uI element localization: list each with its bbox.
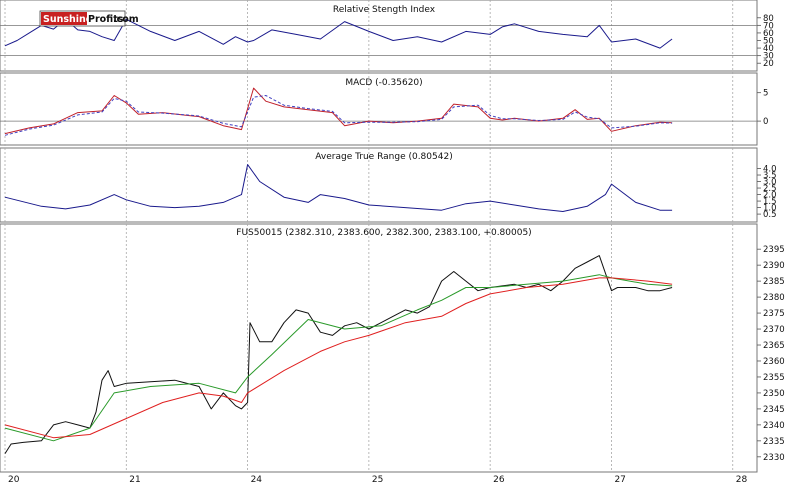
x-tick-label: 21: [129, 475, 140, 485]
price-series-1: [4, 274, 673, 442]
price-y-tick-label: 2390: [763, 261, 785, 271]
x-tick-label: 20: [8, 475, 20, 485]
price-y-tick-label: 2340: [763, 421, 785, 431]
x-tick-label: 27: [614, 475, 625, 485]
price-y-tick-label: 2350: [763, 389, 785, 399]
logo-text-suffix: .com: [113, 14, 139, 25]
price-y-tick-label: 2380: [763, 293, 785, 303]
price-panel-frame: [0, 223, 758, 473]
atr-y-tick-label: 2.5: [763, 184, 777, 194]
atr-y-tick-label: 1.0: [763, 204, 777, 214]
macd-series-1: [4, 95, 673, 136]
rsi-y-tick-label: 40: [763, 44, 774, 54]
x-tick-label: 28: [736, 475, 748, 485]
price-y-tick-label: 2345: [763, 405, 785, 415]
rsi-title: Relative Stength Index: [333, 5, 436, 15]
rsi-y-tick-label: 30: [763, 52, 774, 62]
macd-title: MACD (-0.35620): [345, 78, 422, 88]
atr-y-tick-label: 3.0: [763, 178, 777, 188]
logo-text-sunshine: Sunshine: [43, 14, 92, 25]
atr-series-0: [4, 164, 673, 212]
price-series-2: [4, 277, 673, 439]
rsi-y-tick-label: 70: [763, 21, 774, 31]
x-tick-label: 24: [251, 475, 263, 485]
price-y-tick-label: 2385: [763, 277, 785, 287]
atr-y-tick-label: 4.0: [763, 165, 777, 175]
x-tick-label: 26: [493, 475, 505, 485]
rsi-series-0: [4, 18, 673, 49]
price-y-tick-label: 2375: [763, 309, 785, 319]
logo-text-profits: Profits: [88, 14, 124, 25]
price-y-tick-label: 2330: [763, 453, 785, 463]
rsi-panel-frame: [0, 0, 758, 72]
macd-panel-frame: [0, 72, 758, 146]
macd-y-tick-label: 0: [763, 117, 768, 127]
rsi-y-tick-label: 60: [763, 29, 774, 39]
price-y-tick-label: 2355: [763, 373, 785, 383]
rsi-y-tick-label: 80: [763, 14, 774, 24]
price-y-tick-label: 2335: [763, 437, 785, 447]
price-y-tick-label: 2370: [763, 325, 785, 335]
atr-panel-frame: [0, 147, 758, 223]
price-y-tick-label: 2360: [763, 357, 785, 367]
x-tick-label: 25: [372, 475, 383, 485]
atr-title: Average True Range (0.80542): [315, 152, 452, 162]
sunshine-profits-logo: Sunshine Profits .com: [39, 10, 139, 27]
atr-y-tick-label: 1.5: [763, 197, 777, 207]
atr-y-tick-label: 3.5: [763, 171, 777, 181]
atr-y-tick-label: 0.5: [763, 210, 777, 220]
atr-y-tick-label: 2.0: [763, 191, 777, 201]
rsi-y-tick-label: 50: [763, 37, 774, 47]
price-y-tick-label: 2365: [763, 341, 785, 351]
rsi-y-tick-label: 20: [763, 59, 774, 69]
price-title: FUS50015 (2382.310, 2383.600, 2382.300, …: [236, 228, 531, 238]
macd-y-tick-label: 5: [763, 89, 768, 99]
macd-series-0: [4, 87, 673, 135]
price-y-tick-label: 2395: [763, 245, 785, 255]
